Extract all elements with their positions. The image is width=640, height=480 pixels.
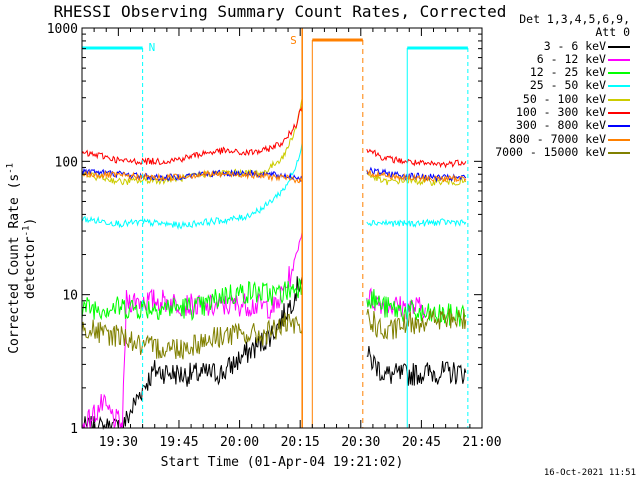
legend-item: 300 - 800 keV — [484, 119, 634, 132]
x-tick-label: 20:45 — [402, 435, 441, 450]
legend-item: 6 - 12 keV — [484, 51, 634, 66]
legend: Det 1,3,4,5,6,9, Att 0 3 - 6 keV 6 - 12 k… — [484, 12, 634, 160]
series-line-3-6-2 — [366, 346, 467, 386]
legend-swatch — [608, 125, 630, 128]
legend-item-label: 6 - 12 keV — [536, 51, 606, 66]
y-tick-label: 1000 — [47, 22, 78, 37]
legend-swatch — [608, 58, 630, 61]
series-line-12-25-1 — [81, 277, 303, 322]
timestamp: 16-Oct-2021 11:51 — [543, 468, 636, 478]
legend-item: 7000 - 15000 keV — [484, 144, 634, 159]
legend-swatch — [608, 151, 630, 154]
legend-swatch — [608, 138, 630, 141]
legend-swatch — [608, 45, 630, 48]
legend-item-label: 25 - 50 keV — [529, 78, 606, 93]
legend-item-label: 300 - 800 keV — [515, 118, 606, 133]
legend-item-label: 7000 - 15000 keV — [495, 144, 606, 159]
flag-label-n: N — [149, 41, 156, 54]
legend-item-label: 100 - 300 keV — [515, 105, 606, 120]
x-axis-label: Start Time (01-Apr-04 19:21:02) — [160, 455, 404, 470]
legend-swatch — [608, 85, 630, 88]
y-axis-label-sup2: -1 — [22, 225, 32, 237]
legend-rows: 3 - 6 keV 6 - 12 keV 12 - 25 keV 25 - 50 ke… — [484, 38, 634, 160]
y-axis-label-end: ) — [23, 217, 39, 226]
y-tick-label: 100 — [55, 155, 78, 170]
plot-frame — [81, 27, 483, 429]
x-tick-label: 19:45 — [159, 435, 198, 450]
series-line-100-300-2 — [366, 148, 467, 169]
y-axis-label-mid: detector — [23, 236, 39, 299]
legend-header-line2: Att 0 — [595, 25, 630, 40]
series-line-6-12-1 — [81, 231, 303, 429]
x-tick-label: 20:00 — [220, 435, 259, 450]
legend-item: 100 - 300 keV — [484, 105, 634, 120]
series-line-100-300-1 — [81, 103, 303, 166]
y-axis-label-sup1: -1 — [5, 162, 16, 174]
legend-swatch — [608, 98, 630, 101]
y-tick-label: 10 — [62, 289, 78, 304]
legend-item: 12 - 25 keV — [484, 65, 634, 80]
x-tick-label: 21:00 — [462, 435, 501, 450]
x-tick-label: 19:30 — [99, 435, 138, 450]
flag-label-s: S — [290, 34, 297, 47]
series-line-7000-15000-2 — [366, 308, 467, 340]
x-tick-label: 20:15 — [281, 435, 320, 450]
chart-title: RHESSI Observing Summary Count Rates, Co… — [53, 2, 507, 21]
series-line-25-50-1 — [81, 141, 303, 230]
legend-header-line1: Det 1,3,4,5,6,9, — [519, 12, 630, 26]
series-line-25-50-2 — [366, 218, 467, 228]
legend-item-label: 3 - 6 keV — [543, 38, 606, 53]
series-line-800-7000-1 — [82, 169, 303, 184]
legend-item-label: 50 - 100 keV — [522, 91, 606, 106]
legend-swatch — [608, 72, 630, 75]
y-axis-label: Corrected Count Rate (s-1 detector-1) — [6, 148, 39, 368]
series-line-50-100-1 — [81, 97, 303, 186]
legend-item-label: 12 - 25 keV — [529, 65, 606, 80]
series-line-12-25-2 — [366, 289, 467, 327]
x-tick-label: 20:30 — [341, 435, 380, 450]
y-axis-label-main: Corrected Count Rate (s — [7, 173, 22, 354]
legend-swatch — [608, 112, 630, 115]
legend-item-label: 800 - 7000 keV — [509, 131, 606, 146]
legend-item: 50 - 100 keV — [484, 91, 634, 106]
legend-item: 800 - 7000 keV — [484, 131, 634, 146]
legend-item: 3 - 6 keV — [484, 38, 634, 53]
y-tick-label: 1 — [70, 422, 78, 437]
series-line-300-800-2 — [366, 166, 467, 183]
series-line-800-7000-2 — [366, 169, 467, 184]
series-line-7000-15000-1 — [81, 312, 303, 360]
legend-item: 25 - 50 keV — [484, 79, 634, 92]
